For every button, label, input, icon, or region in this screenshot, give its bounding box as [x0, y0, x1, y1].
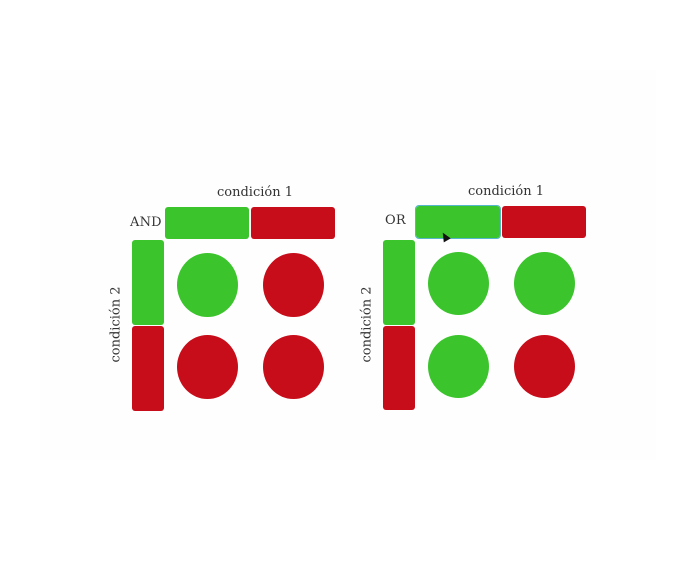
or-operator-label: OR	[385, 213, 406, 228]
and-condition2-true-bar	[132, 240, 164, 325]
and-condition1-label: condición 1	[217, 185, 294, 200]
or-condition1-false-bar	[502, 206, 586, 238]
or-condition1-label: condición 1	[468, 184, 545, 199]
or-cell-false-true	[514, 252, 575, 315]
or-condition2-false-bar	[383, 326, 415, 410]
or-cell-false-false	[514, 335, 575, 398]
or-cell-true-false	[428, 335, 489, 398]
or-condition1-true-bar	[415, 205, 501, 239]
or-cell-true-true	[428, 252, 489, 315]
and-operator-label: AND	[130, 215, 162, 230]
and-condition1-false-bar	[251, 207, 335, 239]
or-condition2-label: condición 2	[359, 286, 375, 363]
and-cell-true-false	[177, 335, 238, 399]
and-cell-false-true	[263, 253, 324, 317]
and-condition2-label: condición 2	[108, 286, 124, 363]
or-condition2-true-bar	[383, 240, 415, 325]
and-condition1-true-bar	[165, 207, 249, 239]
and-cell-false-false	[263, 335, 324, 399]
and-cell-true-true	[177, 253, 238, 317]
and-condition2-false-bar	[132, 326, 164, 411]
diagram-canvas: condición 1 AND condición 2 condición 1 …	[40, 70, 656, 460]
